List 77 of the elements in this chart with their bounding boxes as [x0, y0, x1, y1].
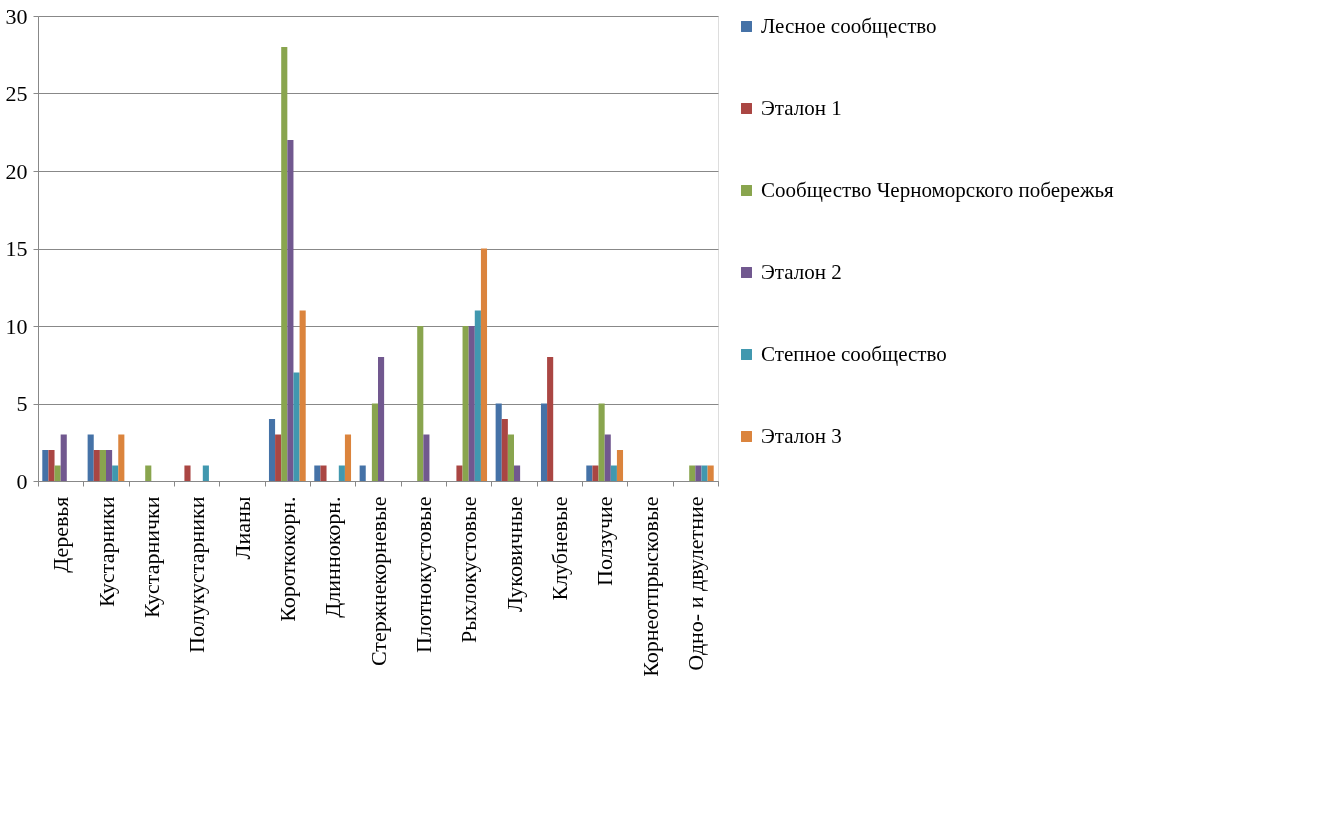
x-tick-label: Кустарники: [93, 496, 119, 607]
bar: [359, 465, 366, 481]
x-tick-label: Длиннокорн.: [320, 496, 346, 618]
bar: [268, 419, 276, 481]
bar: [54, 465, 61, 481]
bar: [495, 403, 502, 481]
legend-label: Степное сообщество: [761, 341, 947, 366]
legend-label: Эталон 2: [761, 259, 842, 284]
bar: [547, 357, 554, 481]
legend-label: Сообщество Черноморского побережья: [761, 177, 1114, 202]
bar: [118, 434, 125, 481]
bar: [275, 434, 282, 481]
bar: [474, 310, 481, 481]
y-tick-label: 5: [16, 391, 28, 416]
bar: [184, 465, 191, 481]
y-tick-label: 30: [5, 3, 28, 29]
bar: [42, 450, 49, 481]
bar: [610, 465, 617, 481]
y-tick-label: 25: [5, 81, 28, 106]
x-tick-label: Стержнекорневые: [365, 496, 391, 667]
x-tick-label: Луковичные: [501, 496, 527, 612]
bar: [314, 465, 321, 481]
bar: [707, 465, 714, 481]
legend-label: Эталон 1: [761, 95, 842, 120]
y-tick-label: 15: [5, 236, 28, 261]
bar: [423, 434, 430, 481]
y-tick-label: 10: [5, 313, 28, 339]
bar: [93, 450, 100, 481]
bar: [378, 357, 385, 481]
x-tick-label: Рыхлокустовые: [456, 496, 482, 643]
bar: [468, 326, 475, 481]
y-tick-label: 0: [16, 468, 28, 494]
x-tick-label: Короткокорн.: [274, 496, 300, 622]
bar: [99, 450, 106, 481]
bar: [281, 47, 288, 481]
bar: [287, 140, 294, 481]
bar: [60, 434, 67, 481]
bar: [106, 450, 113, 481]
bar: [514, 465, 521, 481]
x-tick-label: Корнеотпрысковые: [637, 496, 663, 677]
legend-label: Эталон 3: [761, 423, 842, 448]
bar: [480, 248, 488, 481]
bar: [293, 372, 300, 481]
bar: [112, 465, 119, 481]
bar: [462, 326, 469, 481]
bar: [507, 434, 514, 481]
bar: [616, 450, 624, 481]
bar: [701, 465, 708, 481]
bar: [501, 419, 508, 481]
bar: [320, 465, 327, 481]
bar: [417, 326, 424, 481]
x-tick-label: Лианы: [229, 496, 255, 560]
bar: [344, 434, 352, 481]
bar: [371, 403, 378, 481]
legend-label: Лесное сообщество: [761, 13, 937, 38]
x-tick-label: Полукустарники: [184, 496, 210, 653]
y-tick-label: 20: [5, 158, 28, 184]
x-tick-label: Кустарнички: [138, 496, 164, 619]
bar: [456, 465, 463, 481]
bar: [338, 465, 345, 481]
x-tick-label: Деревья: [48, 496, 74, 573]
x-tick-label: Клубневые: [546, 496, 572, 601]
bar: [202, 465, 209, 481]
bar: [540, 403, 548, 481]
x-tick-label: Одно- и двулетние: [682, 496, 708, 671]
bar: [598, 403, 605, 481]
bar: [604, 434, 611, 481]
bar: [695, 465, 702, 481]
bar: [48, 450, 55, 481]
bar: [145, 465, 152, 481]
bar: [87, 434, 94, 481]
x-tick-label: Ползучие: [592, 496, 618, 586]
bar: [689, 465, 696, 481]
x-tick-label: Плотнокустовые: [410, 496, 436, 653]
bar: [586, 465, 593, 481]
bar: [592, 465, 599, 481]
bar: [299, 310, 306, 481]
